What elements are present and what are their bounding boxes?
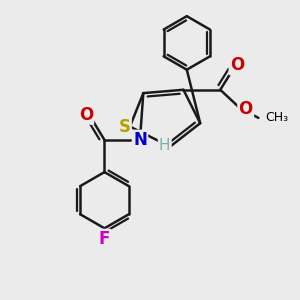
Text: S: S <box>118 118 130 136</box>
Text: H: H <box>159 138 170 153</box>
Text: O: O <box>79 106 93 124</box>
Text: N: N <box>133 131 147 149</box>
Text: CH₃: CH₃ <box>265 111 288 124</box>
Text: F: F <box>99 230 110 248</box>
Text: O: O <box>230 56 244 74</box>
Text: O: O <box>238 100 253 118</box>
